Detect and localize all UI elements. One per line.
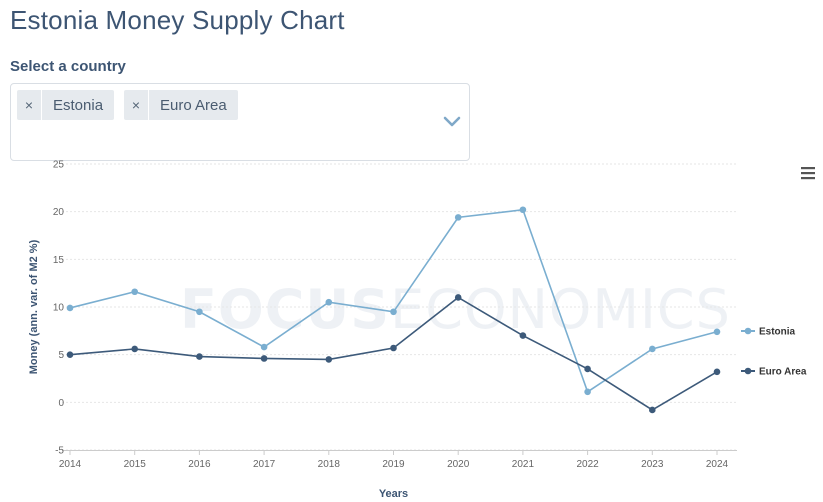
data-point-estonia (713, 328, 721, 336)
x-axis-ticks: 2014 2015 2016 2017 2018 2019 2020 2021 2022 2023… (59, 450, 729, 470)
chip-estonia: × Estonia (17, 90, 115, 120)
data-point-estonia (260, 343, 268, 351)
chart-menu-icon[interactable] (801, 166, 815, 180)
data-point-estonia (196, 308, 203, 316)
watermark-light: ECONOMICS (390, 278, 731, 341)
data-point-euro-area (390, 344, 397, 352)
country-select-label: Select a country (10, 58, 126, 75)
y-tick-label: 15 (53, 255, 65, 266)
data-point-euro-area (131, 345, 138, 353)
chip-euro-area-label: Euro Area (160, 96, 227, 114)
y-tick-label: 25 (53, 160, 65, 171)
data-point-estonia (390, 308, 397, 316)
data-point-euro-area (454, 294, 462, 301)
x-tick-label: 2015 (124, 459, 147, 470)
chevron-down-icon[interactable] (443, 114, 461, 128)
remove-estonia-icon[interactable]: × (17, 90, 42, 120)
x-tick-label: 2016 (188, 459, 211, 470)
data-point-estonia (454, 214, 462, 221)
data-point-euro-area (649, 406, 656, 414)
data-point-estonia (66, 304, 74, 312)
y-axis-title: Money (ann. var. of M2 %) (28, 239, 40, 374)
x-tick-label: 2014 (59, 459, 82, 470)
series-group (66, 206, 721, 414)
chip-estonia-label: Estonia (53, 96, 104, 114)
country-multiselect[interactable]: × Estonia × Euro Area (10, 83, 470, 161)
data-point-estonia (131, 288, 138, 296)
data-point-euro-area (196, 353, 203, 360)
data-point-estonia (325, 298, 333, 306)
watermark-logo: FOCUSECONOMICS (180, 278, 731, 341)
x-tick-label: 2023 (641, 459, 664, 470)
remove-euro-area-icon[interactable]: × (124, 90, 149, 120)
x-tick-label: 2022 (576, 459, 599, 470)
page-title: Estonia Money Supply Chart (10, 5, 345, 35)
x-tick-label: 2017 (253, 459, 276, 470)
y-tick-label: 20 (53, 207, 65, 218)
data-point-euro-area (519, 332, 527, 339)
data-point-euro-area (66, 351, 74, 358)
data-point-estonia (519, 206, 527, 214)
data-point-euro-area (325, 356, 333, 363)
x-tick-label: 2019 (382, 459, 405, 470)
data-point-euro-area (260, 355, 268, 362)
data-point-euro-area (584, 365, 591, 373)
x-tick-label: 2020 (447, 459, 470, 470)
legend-marker-estonia (744, 327, 752, 335)
y-tick-label: 0 (58, 398, 64, 409)
y-tick-label: 5 (58, 350, 64, 361)
y-axis-ticks: -5 0 5 10 15 20 25 (53, 160, 65, 457)
data-point-estonia (584, 388, 591, 396)
legend-label-estonia: Estonia (759, 327, 796, 338)
data-point-estonia (649, 345, 656, 353)
y-tick-label: 10 (53, 303, 65, 314)
x-tick-label: 2018 (318, 459, 341, 470)
money-supply-chart: -5 0 5 10 15 20 25 2014 2015 2016 2017 2018 2019 202… (28, 160, 807, 501)
series-line-estonia (69, 208, 718, 394)
x-tick-label: 2021 (512, 459, 535, 470)
grid-lines (62, 163, 737, 451)
legend-label-euro-area: Euro Area (759, 367, 807, 378)
legend: Estonia Euro Area (741, 327, 807, 378)
watermark-bold: FOCUS (180, 278, 391, 341)
y-tick-label: -5 (55, 446, 64, 457)
x-tick-label: 2024 (706, 459, 729, 470)
chip-euro-area: × Euro Area (124, 90, 238, 120)
x-axis-title: Years (379, 488, 408, 500)
legend-marker-euro-area (744, 367, 752, 375)
data-point-euro-area (713, 368, 721, 376)
